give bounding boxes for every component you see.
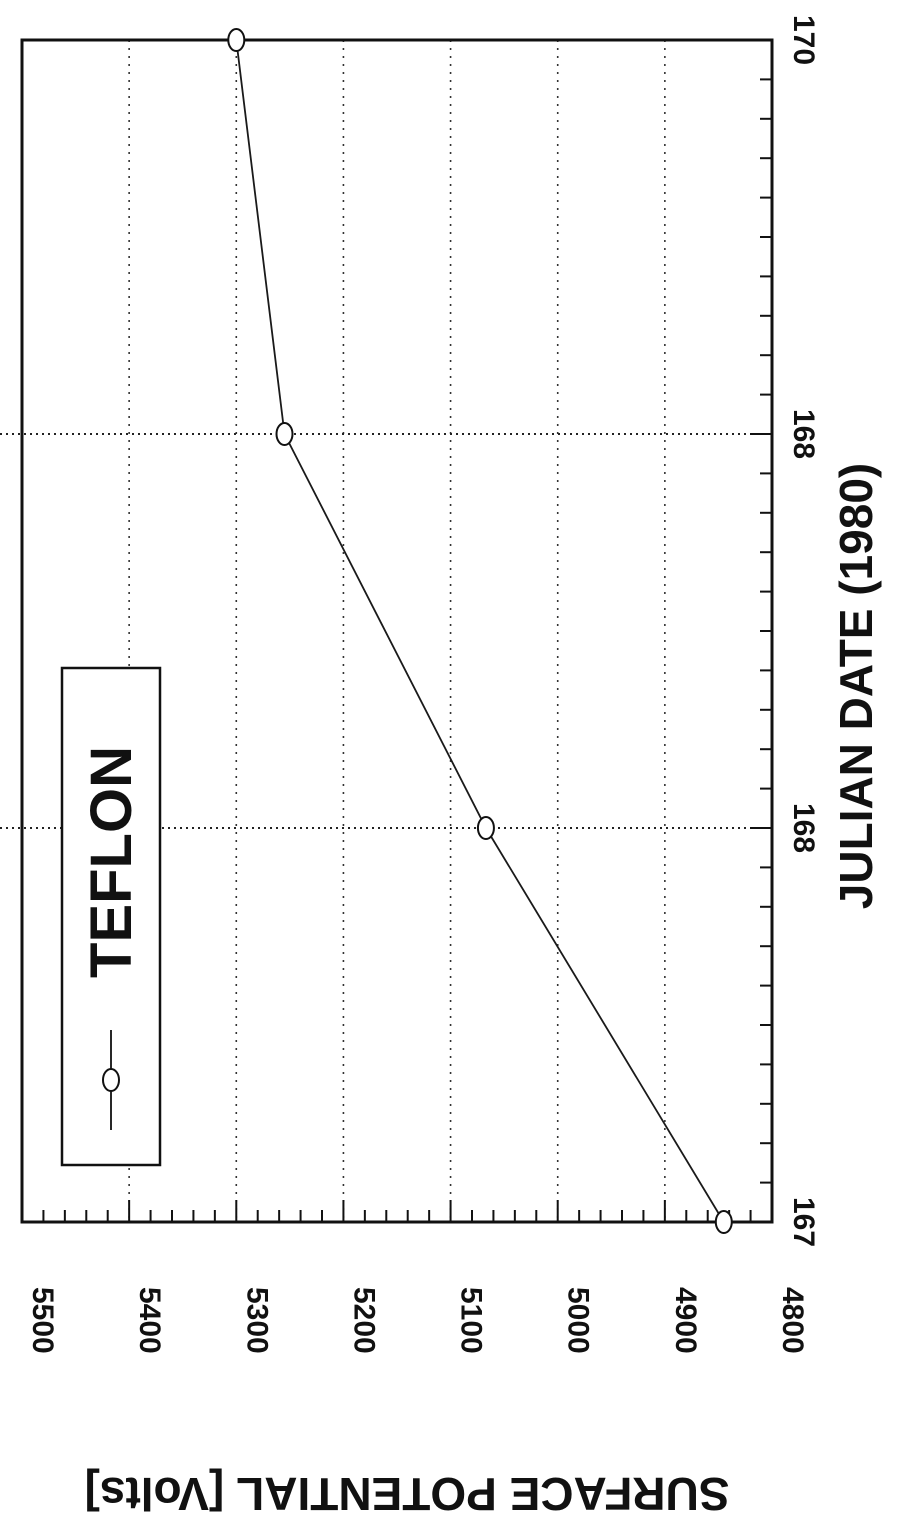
series-line [235,39,725,1223]
x-axis-label: JULIAN DATE (1980) [830,463,882,909]
y-tick-label: 4900 [669,1287,702,1354]
legend-circle-marker-icon [102,1068,120,1092]
y-tick-label: 5400 [133,1287,166,1354]
data-point-marker [227,28,246,52]
x-tick-label: 170 [787,15,820,65]
axis-tick-labels: 167 168 168 170 4800 4900 5000 5100 5200 5300 5400… [26,15,820,1354]
x-tick-label: 167 [787,1197,820,1247]
x-tick-label: 168 [787,803,820,853]
y-tick-label: 5500 [26,1287,59,1354]
data-point-marker [275,422,294,446]
y-tick-label: 5300 [240,1287,273,1354]
legend: TEFLON [60,666,162,1167]
x-tick-label: 168 [787,409,820,459]
y-tick-label: 4800 [776,1287,809,1354]
data-point-marker [476,816,495,840]
y-tick-label: 5000 [562,1287,595,1354]
y-tick-label: 5100 [455,1287,488,1354]
y-tick-label: 5200 [347,1287,380,1354]
series-teflon [227,28,733,1234]
axis-ticks [21,39,773,1223]
y-axis-label: SURFACE POTENTIAL [Volts] [85,1468,730,1518]
legend-label: TEFLON [79,746,144,978]
data-point-marker [714,1210,733,1234]
